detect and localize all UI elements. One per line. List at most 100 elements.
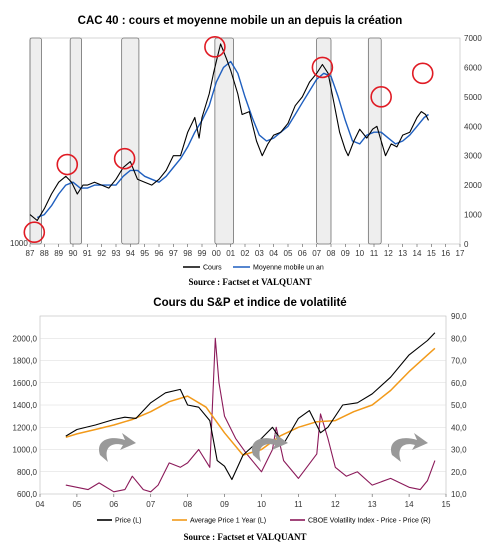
x-tick-label: 04 bbox=[269, 249, 278, 258]
highlight-circle bbox=[311, 56, 334, 79]
y-right-tick-label: 20,0 bbox=[451, 468, 467, 477]
highlight-circle bbox=[411, 62, 434, 85]
sp500-grid bbox=[40, 338, 446, 495]
series-line-0 bbox=[65, 332, 436, 481]
x-tick-label: 98 bbox=[183, 249, 192, 258]
y-right-tick-label: 80,0 bbox=[451, 334, 467, 343]
x-tick-label: 90 bbox=[69, 249, 78, 258]
legend-label-avg: Average Price 1 Year (L) bbox=[190, 518, 266, 525]
y-right-tick-label: 90,0 bbox=[451, 312, 467, 321]
y-tick-label: 7000 bbox=[464, 34, 482, 43]
cac40-plot-frame bbox=[29, 37, 461, 245]
x-tick-label: 12 bbox=[331, 500, 340, 509]
sp500-source: Source : Factset et VALQUANT bbox=[184, 532, 307, 542]
y-left-tick-label: 1800,0 bbox=[13, 357, 38, 366]
x-tick-label: 92 bbox=[97, 249, 106, 258]
x-tick-label: 96 bbox=[155, 249, 164, 258]
y-left-tick-label: 2000,0 bbox=[13, 334, 38, 343]
cac40-title: CAC 40 : cours et moyenne mobile un an d… bbox=[78, 15, 403, 27]
sp500-x-ticks: 04 05 06 07 08 09 10 11 12 13 14 15 bbox=[36, 494, 451, 509]
y-right-tick-label: 40,0 bbox=[451, 423, 467, 432]
x-tick-label: 07 bbox=[312, 249, 321, 258]
rebound-arrow-icon bbox=[391, 433, 428, 462]
cac40-y-ticks: 0 1000 2000 3000 4000 5000 6000 7000 bbox=[464, 34, 482, 249]
y-tick-label: 1000 bbox=[464, 211, 482, 220]
x-tick-label: 04 bbox=[36, 500, 45, 509]
rebound-arrow-icon bbox=[251, 433, 288, 462]
x-tick-label: 13 bbox=[368, 500, 377, 509]
highlight-circle bbox=[56, 153, 79, 176]
y-tick-label: 3000 bbox=[464, 152, 482, 161]
series-line-cours bbox=[29, 43, 429, 222]
cac40-x-ticks: 87 88 89 90 91 92 93 94 95 96 97 98 99 00 01 02 03 04 05 06… bbox=[26, 244, 465, 258]
x-tick-label: 14 bbox=[413, 249, 422, 258]
highlight-period bbox=[121, 37, 140, 245]
y-left-tick-label: 800,0 bbox=[17, 468, 38, 477]
series-line-2 bbox=[65, 337, 436, 493]
y-right-tick-label: 30,0 bbox=[451, 446, 467, 455]
sp500-title: Cours du S&P et indice de volatilité bbox=[153, 297, 346, 309]
y-left-tick-label: 1000,0 bbox=[13, 446, 38, 455]
x-tick-label: 12 bbox=[384, 249, 393, 258]
x-tick-label: 00 bbox=[212, 249, 221, 258]
x-tick-label: 17 bbox=[456, 249, 465, 258]
y-tick-label: 4000 bbox=[464, 122, 482, 131]
highlight-period bbox=[29, 37, 42, 245]
highlight-period bbox=[367, 37, 382, 245]
sp500-chart: Cours du S&P et indice de volatilité 04 0… bbox=[13, 297, 468, 542]
x-tick-label: 06 bbox=[109, 500, 118, 509]
legend-label-vix: CBOE Volatility Index - Price - Price (R… bbox=[308, 518, 431, 525]
y-tick-label: 6000 bbox=[464, 63, 482, 72]
cac40-source: Source : Factset et VALQUANT bbox=[189, 277, 312, 287]
legend-label-cours: Cours bbox=[203, 265, 222, 272]
sp500-series bbox=[65, 332, 436, 493]
x-tick-label: 10 bbox=[355, 249, 364, 258]
highlight-period bbox=[316, 37, 332, 245]
cac40-legend: Cours Moyenne mobile un an bbox=[183, 265, 324, 272]
x-tick-label: 05 bbox=[284, 249, 293, 258]
x-tick-label: 15 bbox=[442, 500, 451, 509]
x-tick-label: 02 bbox=[241, 249, 250, 258]
x-tick-label: 97 bbox=[169, 249, 178, 258]
x-tick-label: 09 bbox=[341, 249, 350, 258]
x-tick-label: 10 bbox=[257, 500, 266, 509]
rebound-arrows bbox=[99, 433, 428, 462]
x-tick-label: 94 bbox=[126, 249, 135, 258]
cac40-highlight-circles bbox=[23, 36, 434, 244]
x-tick-label: 99 bbox=[198, 249, 207, 258]
y-right-tick-label: 50,0 bbox=[451, 401, 467, 410]
y-left-tick-label: 600,0 bbox=[17, 490, 38, 499]
y-tick-label: 2000 bbox=[464, 181, 482, 190]
cac40-series bbox=[29, 43, 429, 222]
x-tick-label: 01 bbox=[226, 249, 235, 258]
legend-label-price: Price (L) bbox=[115, 518, 141, 525]
x-tick-label: 88 bbox=[40, 249, 49, 258]
y-left-tick-label: 1600,0 bbox=[13, 379, 38, 388]
sp500-y-ticks-right: 10,0 20,0 30,0 40,0 50,0 60,0 70,0 80,0 90,0 bbox=[451, 312, 467, 499]
x-tick-label: 13 bbox=[398, 249, 407, 258]
x-tick-label: 95 bbox=[140, 249, 149, 258]
x-tick-label: 87 bbox=[26, 249, 35, 258]
x-tick-label: 08 bbox=[327, 249, 336, 258]
x-tick-label: 11 bbox=[370, 249, 379, 258]
x-tick-label: 07 bbox=[146, 500, 155, 509]
sp500-y-ticks-left: 600,0 800,0 1000,0 1200,0 1400,0 1600,0 1800,0… bbox=[13, 334, 38, 499]
y-left-tick-label: 1200,0 bbox=[13, 423, 38, 432]
x-tick-label: 05 bbox=[72, 500, 81, 509]
y-right-tick-label: 10,0 bbox=[451, 490, 467, 499]
y-tick-label: 5000 bbox=[464, 93, 482, 102]
cac40-left-label: 1000 bbox=[10, 239, 28, 248]
highlight-circle bbox=[23, 221, 46, 244]
x-tick-label: 08 bbox=[183, 500, 192, 509]
legend-label-mm: Moyenne mobile un an bbox=[253, 265, 324, 272]
x-tick-label: 14 bbox=[405, 500, 414, 509]
highlight-circle bbox=[370, 86, 392, 108]
series-line-1 bbox=[65, 347, 436, 456]
y-tick-label: 0 bbox=[464, 240, 469, 249]
highlight-circle bbox=[113, 147, 136, 170]
highlight-circle bbox=[204, 36, 226, 58]
x-tick-label: 09 bbox=[220, 500, 229, 509]
y-right-tick-label: 60,0 bbox=[451, 379, 467, 388]
x-tick-label: 91 bbox=[83, 249, 92, 258]
